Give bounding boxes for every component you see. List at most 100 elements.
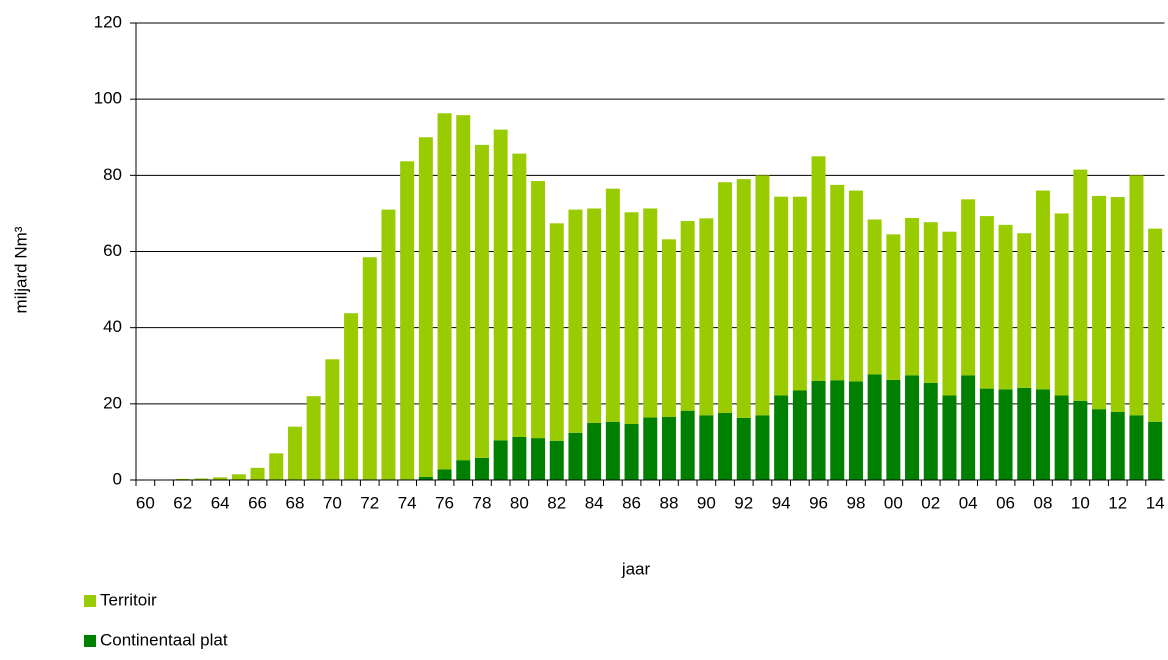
bar [961,375,976,480]
bar [643,417,658,480]
bar [792,390,807,480]
y-tick-label: 40 [103,317,122,336]
bar [362,257,377,480]
bar [811,156,826,381]
x-tick-label: 82 [547,493,566,512]
bar [474,457,489,480]
bar [418,137,433,477]
bar [792,196,807,391]
bar [998,224,1013,390]
x-tick-label: 00 [884,493,903,512]
bar [923,382,938,480]
legend-swatch [84,635,96,647]
y-tick-label: 80 [103,165,122,184]
x-tick-label: 86 [622,493,641,512]
x-tick-label: 94 [772,493,791,512]
bar [231,474,246,480]
bar [531,438,546,480]
bar [886,379,901,480]
x-tick-label: 08 [1033,493,1052,512]
bar [587,422,602,480]
bar [605,421,620,480]
bar [1110,411,1125,480]
bar [736,179,751,418]
y-tick-label: 60 [103,241,122,260]
bar [175,478,190,480]
bar [699,218,714,416]
bar [848,381,863,480]
x-tick-label: 68 [285,493,304,512]
bar [886,234,901,380]
bar [549,440,564,480]
bar [979,216,994,389]
bar [1129,175,1144,416]
x-tick-label: 02 [921,493,940,512]
bar [531,181,546,439]
bar [830,380,845,480]
bar [493,129,508,441]
bar [1017,233,1032,388]
legend-label: Territoir [100,590,157,609]
legend-swatch [84,595,96,607]
bar [961,199,976,376]
bar [437,113,452,470]
x-tick-label: 06 [996,493,1015,512]
x-tick-label: 74 [398,493,417,512]
bar [848,190,863,382]
bar [437,469,452,480]
bar [979,388,994,480]
bar [643,208,658,418]
bar [718,182,733,413]
bar [474,144,489,458]
bar [624,424,639,480]
x-tick-label: 70 [323,493,342,512]
bar [699,415,714,480]
bar [867,219,882,375]
bar [1035,389,1050,480]
bar [418,476,433,480]
x-tick-label: 66 [248,493,267,512]
bar [568,432,583,480]
x-tick-label: 10 [1071,493,1090,512]
bar [1073,400,1088,480]
bar [1129,415,1144,480]
bar [1054,395,1069,480]
bar [661,239,676,417]
bar [624,212,639,425]
x-tick-label: 98 [846,493,865,512]
bar [661,416,676,480]
bar [325,359,340,480]
bar [456,115,471,461]
bar [250,467,265,480]
bar [400,161,415,480]
x-tick-label: 14 [1146,493,1165,512]
bar [830,184,845,381]
bar [774,196,789,396]
bar [587,208,602,423]
bar [1148,228,1163,422]
bar [344,313,359,480]
bar [755,175,770,416]
bar [680,410,695,480]
x-tick-label: 60 [136,493,155,512]
x-axis-label: jaar [621,559,651,578]
bar [213,477,228,480]
bar [1148,421,1163,480]
x-tick-label: 12 [1108,493,1127,512]
y-tick-label: 100 [94,89,122,108]
x-tick-label: 78 [472,493,491,512]
bar [923,222,938,383]
x-tick-label: 62 [173,493,192,512]
bar [269,453,284,480]
y-tick-label: 120 [94,12,122,31]
bar [549,223,564,441]
bar [755,415,770,480]
bar [774,395,789,480]
x-tick-label: 90 [697,493,716,512]
x-tick-label: 76 [435,493,454,512]
bar [1035,190,1050,390]
x-tick-label: 64 [211,493,230,512]
bar [1017,387,1032,480]
bar [867,374,882,480]
